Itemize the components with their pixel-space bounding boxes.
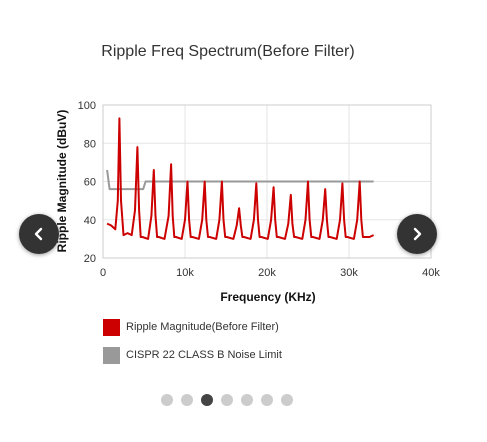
y-tick-label: 40 [84,215,96,227]
pagination-dot[interactable] [241,394,253,406]
pagination-dot[interactable] [281,394,293,406]
x-tick-label: 40k [422,267,440,279]
legend-swatch-cispr [103,346,120,364]
pagination-dot[interactable] [181,394,193,406]
series-line-ripple [106,117,375,240]
pagination-dot[interactable] [201,394,213,406]
prev-slide-button[interactable] [19,214,59,254]
series-lines [106,117,375,240]
x-axis-ticks: 0 10k 20k 30k 40k [100,267,440,279]
series-line-cispr-limit [106,169,374,191]
legend-item-ripple[interactable]: Ripple Magnitude(Before Filter) [103,318,282,336]
pagination-dot[interactable] [161,394,173,406]
x-axis-title: Frequency (KHz) [220,290,315,304]
chart-legend: Ripple Magnitude(Before Filter) CISPR 22… [103,318,282,374]
carousel-pagination [161,394,301,406]
legend-item-cispr[interactable]: CISPR 22 CLASS B Noise Limit [103,346,282,364]
x-tick-label: 20k [258,267,276,279]
pagination-dot[interactable] [261,394,273,406]
y-axis-ticks: 20 40 60 80 100 [78,100,96,265]
plot-area [102,104,432,259]
x-tick-label: 0 [100,267,106,279]
pagination-dot[interactable] [221,394,233,406]
chart-title: Ripple Freq Spectrum(Before Filter) [101,43,355,60]
chevron-right-icon [413,227,422,241]
y-tick-label: 20 [84,253,96,265]
x-tick-label: 30k [340,267,358,279]
y-tick-label: 100 [78,100,96,112]
x-tick-label: 10k [176,267,194,279]
y-tick-label: 60 [84,177,96,189]
next-slide-button[interactable] [397,214,437,254]
legend-label-ripple: Ripple Magnitude(Before Filter) [126,321,279,333]
y-tick-label: 80 [84,138,96,150]
legend-swatch-ripple [103,318,120,336]
legend-label-cispr: CISPR 22 CLASS B Noise Limit [126,349,282,361]
y-axis-title: Ripple Magnitude (dBuV) [55,110,69,253]
chevron-left-icon [34,227,43,241]
